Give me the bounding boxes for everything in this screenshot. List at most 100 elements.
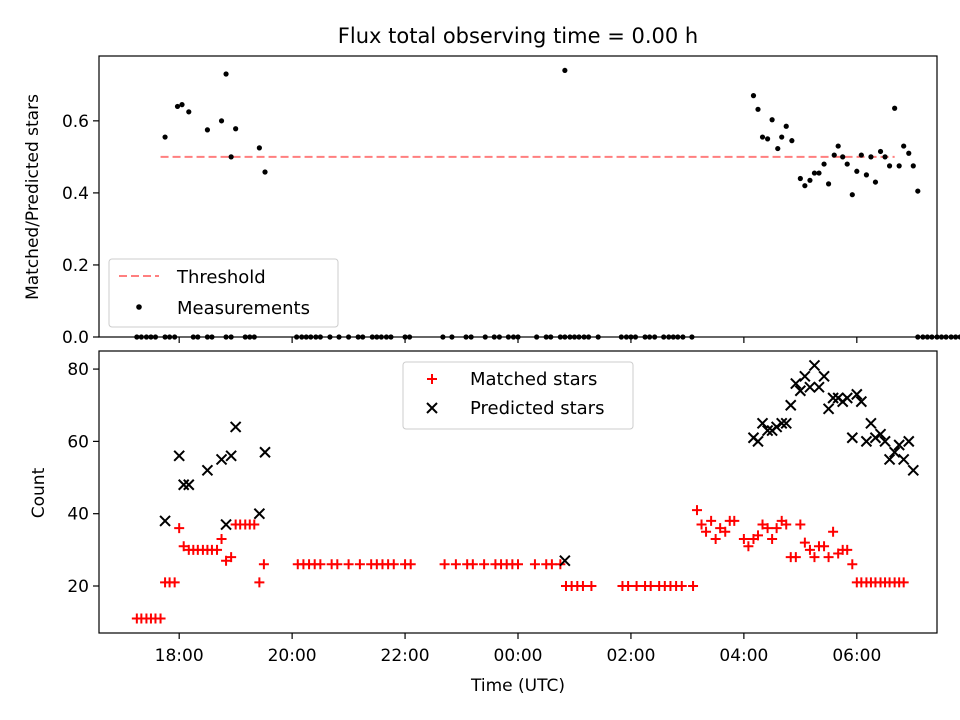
predicted-star-point xyxy=(790,377,802,390)
top-y-tick-label: 0.2 xyxy=(62,256,89,276)
bottom-panel: 20 40 60 80 18:00 20:00 22:00 00:00 02:00 04:00 0… xyxy=(29,350,938,696)
matched-star-point xyxy=(631,581,642,591)
predicted-star-point xyxy=(808,359,821,372)
matched-star-point xyxy=(710,534,721,544)
measurement-point xyxy=(186,109,192,115)
x-axis-label: Time (UTC) xyxy=(470,676,565,696)
predicted-star-point xyxy=(780,417,792,430)
measurement-point xyxy=(896,163,902,169)
predicted-star-point xyxy=(259,446,271,458)
predicted-star-point xyxy=(201,464,214,477)
measurement-point xyxy=(775,145,781,152)
measurement-point xyxy=(779,134,785,140)
predicted-star-point xyxy=(874,428,887,440)
bottom-y-tick-label: 20 xyxy=(67,577,89,597)
matched-star-point xyxy=(729,515,740,526)
measurement-point xyxy=(755,106,761,112)
legend-matched-swatch xyxy=(427,374,437,384)
legend-matched-label: Matched stars xyxy=(470,369,597,390)
measurement-point xyxy=(953,334,959,340)
predicted-star-point xyxy=(761,424,774,437)
measurement-point xyxy=(562,67,568,74)
bottom-legend-box xyxy=(402,361,634,430)
measurement-point xyxy=(901,143,907,149)
predicted-star-point xyxy=(785,399,797,411)
matched-star-point xyxy=(254,577,265,588)
matched-star-point xyxy=(513,559,523,570)
matched-star-point xyxy=(479,559,490,570)
bottom-legend: Matched stars Predicted stars xyxy=(402,361,634,430)
matched-star-point xyxy=(226,552,237,563)
predicted-star-point xyxy=(173,450,185,462)
matched-star-point xyxy=(823,552,834,563)
matched-star-point xyxy=(720,526,731,537)
matched-star-point xyxy=(212,544,223,555)
x-tick-label: 06:00 xyxy=(832,646,881,666)
matched-star-point xyxy=(692,505,703,516)
matched-star-point xyxy=(343,559,354,570)
measurement-point xyxy=(877,148,884,155)
x-tick-label: 00:00 xyxy=(494,646,543,666)
matched-star-point xyxy=(645,581,656,591)
predicted-star-point xyxy=(177,479,190,491)
bottom-y-axis: 20 40 60 80 xyxy=(67,360,99,597)
measurement-point xyxy=(948,334,954,340)
measurement-point xyxy=(797,175,803,182)
measurement-point xyxy=(262,169,268,175)
top-x-ticks xyxy=(178,337,858,343)
measurement-point xyxy=(858,152,864,158)
matched-star-point xyxy=(809,552,820,563)
x-tick-label: 02:00 xyxy=(606,646,655,666)
predicted-star-point xyxy=(851,388,863,401)
bottom-y-tick-label: 60 xyxy=(67,432,89,452)
matched-star-point xyxy=(529,559,540,570)
measurement-point xyxy=(943,334,949,340)
predicted-star-point xyxy=(903,435,915,448)
matched-star-point xyxy=(706,515,717,526)
matched-star-point xyxy=(258,559,269,570)
measurement-point xyxy=(835,143,841,149)
matched-star-point xyxy=(767,534,778,544)
measurement-point xyxy=(892,105,898,111)
matched-star-point xyxy=(738,534,749,544)
measurement-point xyxy=(825,181,832,187)
matched-star-point xyxy=(847,559,858,570)
measurement-point xyxy=(802,183,808,189)
matched-star-point xyxy=(757,519,768,530)
matched-star-point xyxy=(216,534,227,544)
matched-star-point xyxy=(790,552,801,563)
predicted-star-point xyxy=(893,439,905,451)
top-y-axis: 0.0 0.2 0.4 0.6 xyxy=(62,112,99,348)
predicted-star-point xyxy=(818,370,830,383)
measurement-point xyxy=(910,163,916,169)
matched-star-point xyxy=(388,559,399,570)
measurement-point xyxy=(831,152,837,158)
measurement-point xyxy=(789,138,795,144)
predicted-star-point xyxy=(159,515,171,527)
matched-star-point xyxy=(174,523,185,534)
predicted-star-point xyxy=(897,453,910,466)
predicted-star-point xyxy=(183,479,195,491)
predicted-star-point xyxy=(883,453,896,466)
measurement-point xyxy=(162,134,168,140)
predicted-star-point xyxy=(822,403,835,415)
matched-star-point xyxy=(546,559,557,570)
matched-star-point xyxy=(696,519,707,530)
measurement-point xyxy=(204,127,211,133)
matched-star-point xyxy=(354,559,365,570)
matched-star-point xyxy=(701,526,712,537)
matched-star-point xyxy=(676,581,687,591)
matched-star-point xyxy=(795,519,806,530)
predicted-star-point xyxy=(846,432,859,444)
predicted-star-point xyxy=(879,435,891,448)
predicted-star-point xyxy=(770,421,783,433)
predicted-star-point xyxy=(794,385,807,397)
matched-star-point xyxy=(169,577,180,588)
matched-star-point xyxy=(577,581,588,591)
measurement-point xyxy=(844,161,850,167)
legend-x-marker xyxy=(426,402,438,414)
x-tick-label: 04:00 xyxy=(719,646,768,666)
matched-star-point xyxy=(178,541,189,552)
matched-star-point xyxy=(771,523,782,534)
matched-star-point xyxy=(221,555,232,566)
